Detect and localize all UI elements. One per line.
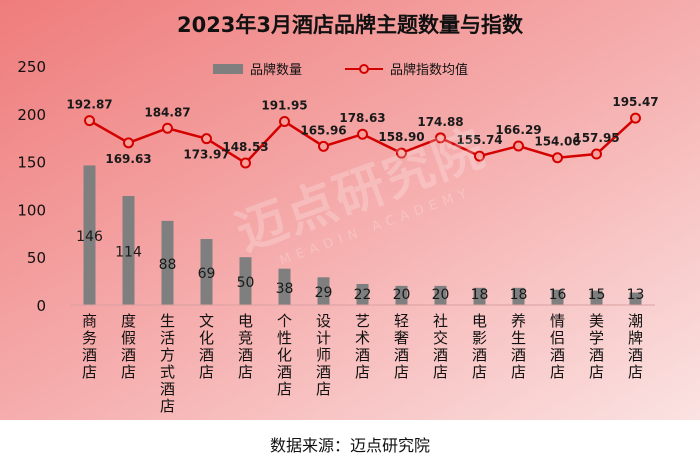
bar xyxy=(122,196,135,305)
x-tick-label: 轻奢酒店 xyxy=(394,312,409,381)
bar xyxy=(356,283,369,305)
x-tick-label: 文化酒店 xyxy=(199,312,214,381)
bar-value-label: 18 xyxy=(510,287,528,303)
bar-value-label: 22 xyxy=(354,287,372,303)
line-marker xyxy=(552,152,563,164)
bar xyxy=(83,165,96,305)
y-tick-label: 150 xyxy=(17,154,46,172)
bar xyxy=(590,290,603,305)
bar xyxy=(512,287,525,305)
bar xyxy=(395,285,408,305)
x-tick-label: 艺术酒店 xyxy=(355,312,370,381)
x-tick-label: 商务酒店 xyxy=(82,312,97,381)
x-tick-label: 社交酒店 xyxy=(433,312,448,381)
line-marker xyxy=(357,128,368,140)
line-marker xyxy=(279,115,290,127)
line-marker xyxy=(201,133,212,145)
line-value-label: 174.88 xyxy=(417,115,463,129)
bar xyxy=(317,277,330,305)
bar-value-label: 146 xyxy=(76,229,103,245)
x-axis: 商务酒店 度假酒店 生活方式酒店 文化酒店 电竞酒店 个性化酒店 设计师酒店 艺术酒店 轻奢酒店… xyxy=(70,304,655,415)
x-tick-label: 设计师酒店 xyxy=(316,312,331,398)
line-value-label: 165.96 xyxy=(300,123,346,137)
bar xyxy=(278,268,291,305)
line-value-label: 195.47 xyxy=(612,95,658,109)
bar-value-label: 50 xyxy=(237,275,255,291)
line-value-label: 192.87 xyxy=(66,98,112,112)
x-tick-label: 美学酒店 xyxy=(589,312,604,381)
line-marker xyxy=(474,150,485,162)
x-tick-label: 情侣酒店 xyxy=(550,312,565,381)
line-marker xyxy=(123,137,134,149)
line-series xyxy=(84,112,641,169)
bar-value-label: 16 xyxy=(549,287,567,303)
legend-line-label: 品牌指数均值 xyxy=(390,62,468,78)
x-tick-label: 潮牌酒店 xyxy=(628,312,643,381)
x-tick-label: 电竞酒店 xyxy=(238,312,253,381)
source-note: 数据来源：迈点研究院 xyxy=(269,436,430,455)
bar xyxy=(551,289,564,305)
x-tick-label: 电影酒店 xyxy=(472,312,487,381)
legend-bar-swatch xyxy=(213,64,243,74)
line-marker xyxy=(162,122,173,134)
bar-value-label: 20 xyxy=(432,287,450,303)
bar xyxy=(629,292,642,305)
x-tick-label: 生活方式酒店 xyxy=(160,312,175,415)
bar-value-label: 114 xyxy=(115,245,142,261)
line-value-label: 155.74 xyxy=(456,133,502,147)
bar-value-label: 20 xyxy=(393,287,411,303)
x-tick-label: 养生酒店 xyxy=(511,312,526,381)
chart-svg: 2023年3月酒店品牌主题数量与指数 0 50 100 150 200 250 146 11… xyxy=(0,0,700,420)
line-marker xyxy=(513,140,524,152)
y-axis: 0 50 100 150 200 250 xyxy=(17,58,46,315)
line-value-label: 148.53 xyxy=(222,140,268,154)
bar-value-labels: 146 114 88 69 50 38 29 22 20 20 18 18 16 15 13 xyxy=(76,229,644,303)
line-value-label: 154.06 xyxy=(534,135,580,149)
bar-series xyxy=(83,165,642,305)
bar-value-label: 18 xyxy=(471,287,489,303)
chart-panel: 2023年3月酒店品牌主题数量与指数 0 50 100 150 200 250 146 11… xyxy=(0,0,700,420)
y-tick-label: 0 xyxy=(36,297,46,315)
y-tick-label: 50 xyxy=(27,249,46,267)
line-value-label: 178.63 xyxy=(339,111,385,125)
bar xyxy=(239,257,252,305)
x-tick-label: 度假酒店 xyxy=(121,312,136,381)
line-marker xyxy=(435,132,446,144)
chart-title: 2023年3月酒店品牌主题数量与指数 xyxy=(177,13,524,37)
line-value-label: 158.90 xyxy=(378,130,424,144)
bar-value-label: 29 xyxy=(315,285,333,301)
bar xyxy=(161,220,174,305)
line-marker xyxy=(630,112,641,124)
line-marker xyxy=(240,157,251,169)
line-value-label: 173.97 xyxy=(183,148,229,162)
line-marker xyxy=(396,147,407,159)
line-marker xyxy=(84,115,95,127)
line-value-label: 169.63 xyxy=(105,152,151,166)
x-tick-label: 个性化酒店 xyxy=(277,312,292,398)
legend: 品牌数量 品牌指数均值 xyxy=(213,62,468,78)
line-value-label: 157.95 xyxy=(573,131,619,145)
line-value-label: 191.95 xyxy=(261,98,307,112)
bar xyxy=(200,239,213,305)
bar xyxy=(434,285,447,305)
legend-line-marker xyxy=(359,64,369,74)
bar-value-label: 38 xyxy=(276,281,294,297)
line-value-label: 184.87 xyxy=(144,105,190,119)
line-value-label: 166.29 xyxy=(495,123,541,137)
bar xyxy=(473,287,486,305)
y-tick-label: 200 xyxy=(17,106,46,124)
line-marker xyxy=(318,140,329,152)
bar-value-label: 88 xyxy=(159,257,177,273)
legend-bar-label: 品牌数量 xyxy=(250,62,302,78)
bar-value-label: 15 xyxy=(588,287,606,303)
y-tick-label: 250 xyxy=(17,58,46,76)
y-tick-label: 100 xyxy=(17,201,46,219)
bar-value-label: 69 xyxy=(198,266,216,282)
line-marker xyxy=(591,148,602,160)
bar-value-label: 13 xyxy=(627,287,645,303)
